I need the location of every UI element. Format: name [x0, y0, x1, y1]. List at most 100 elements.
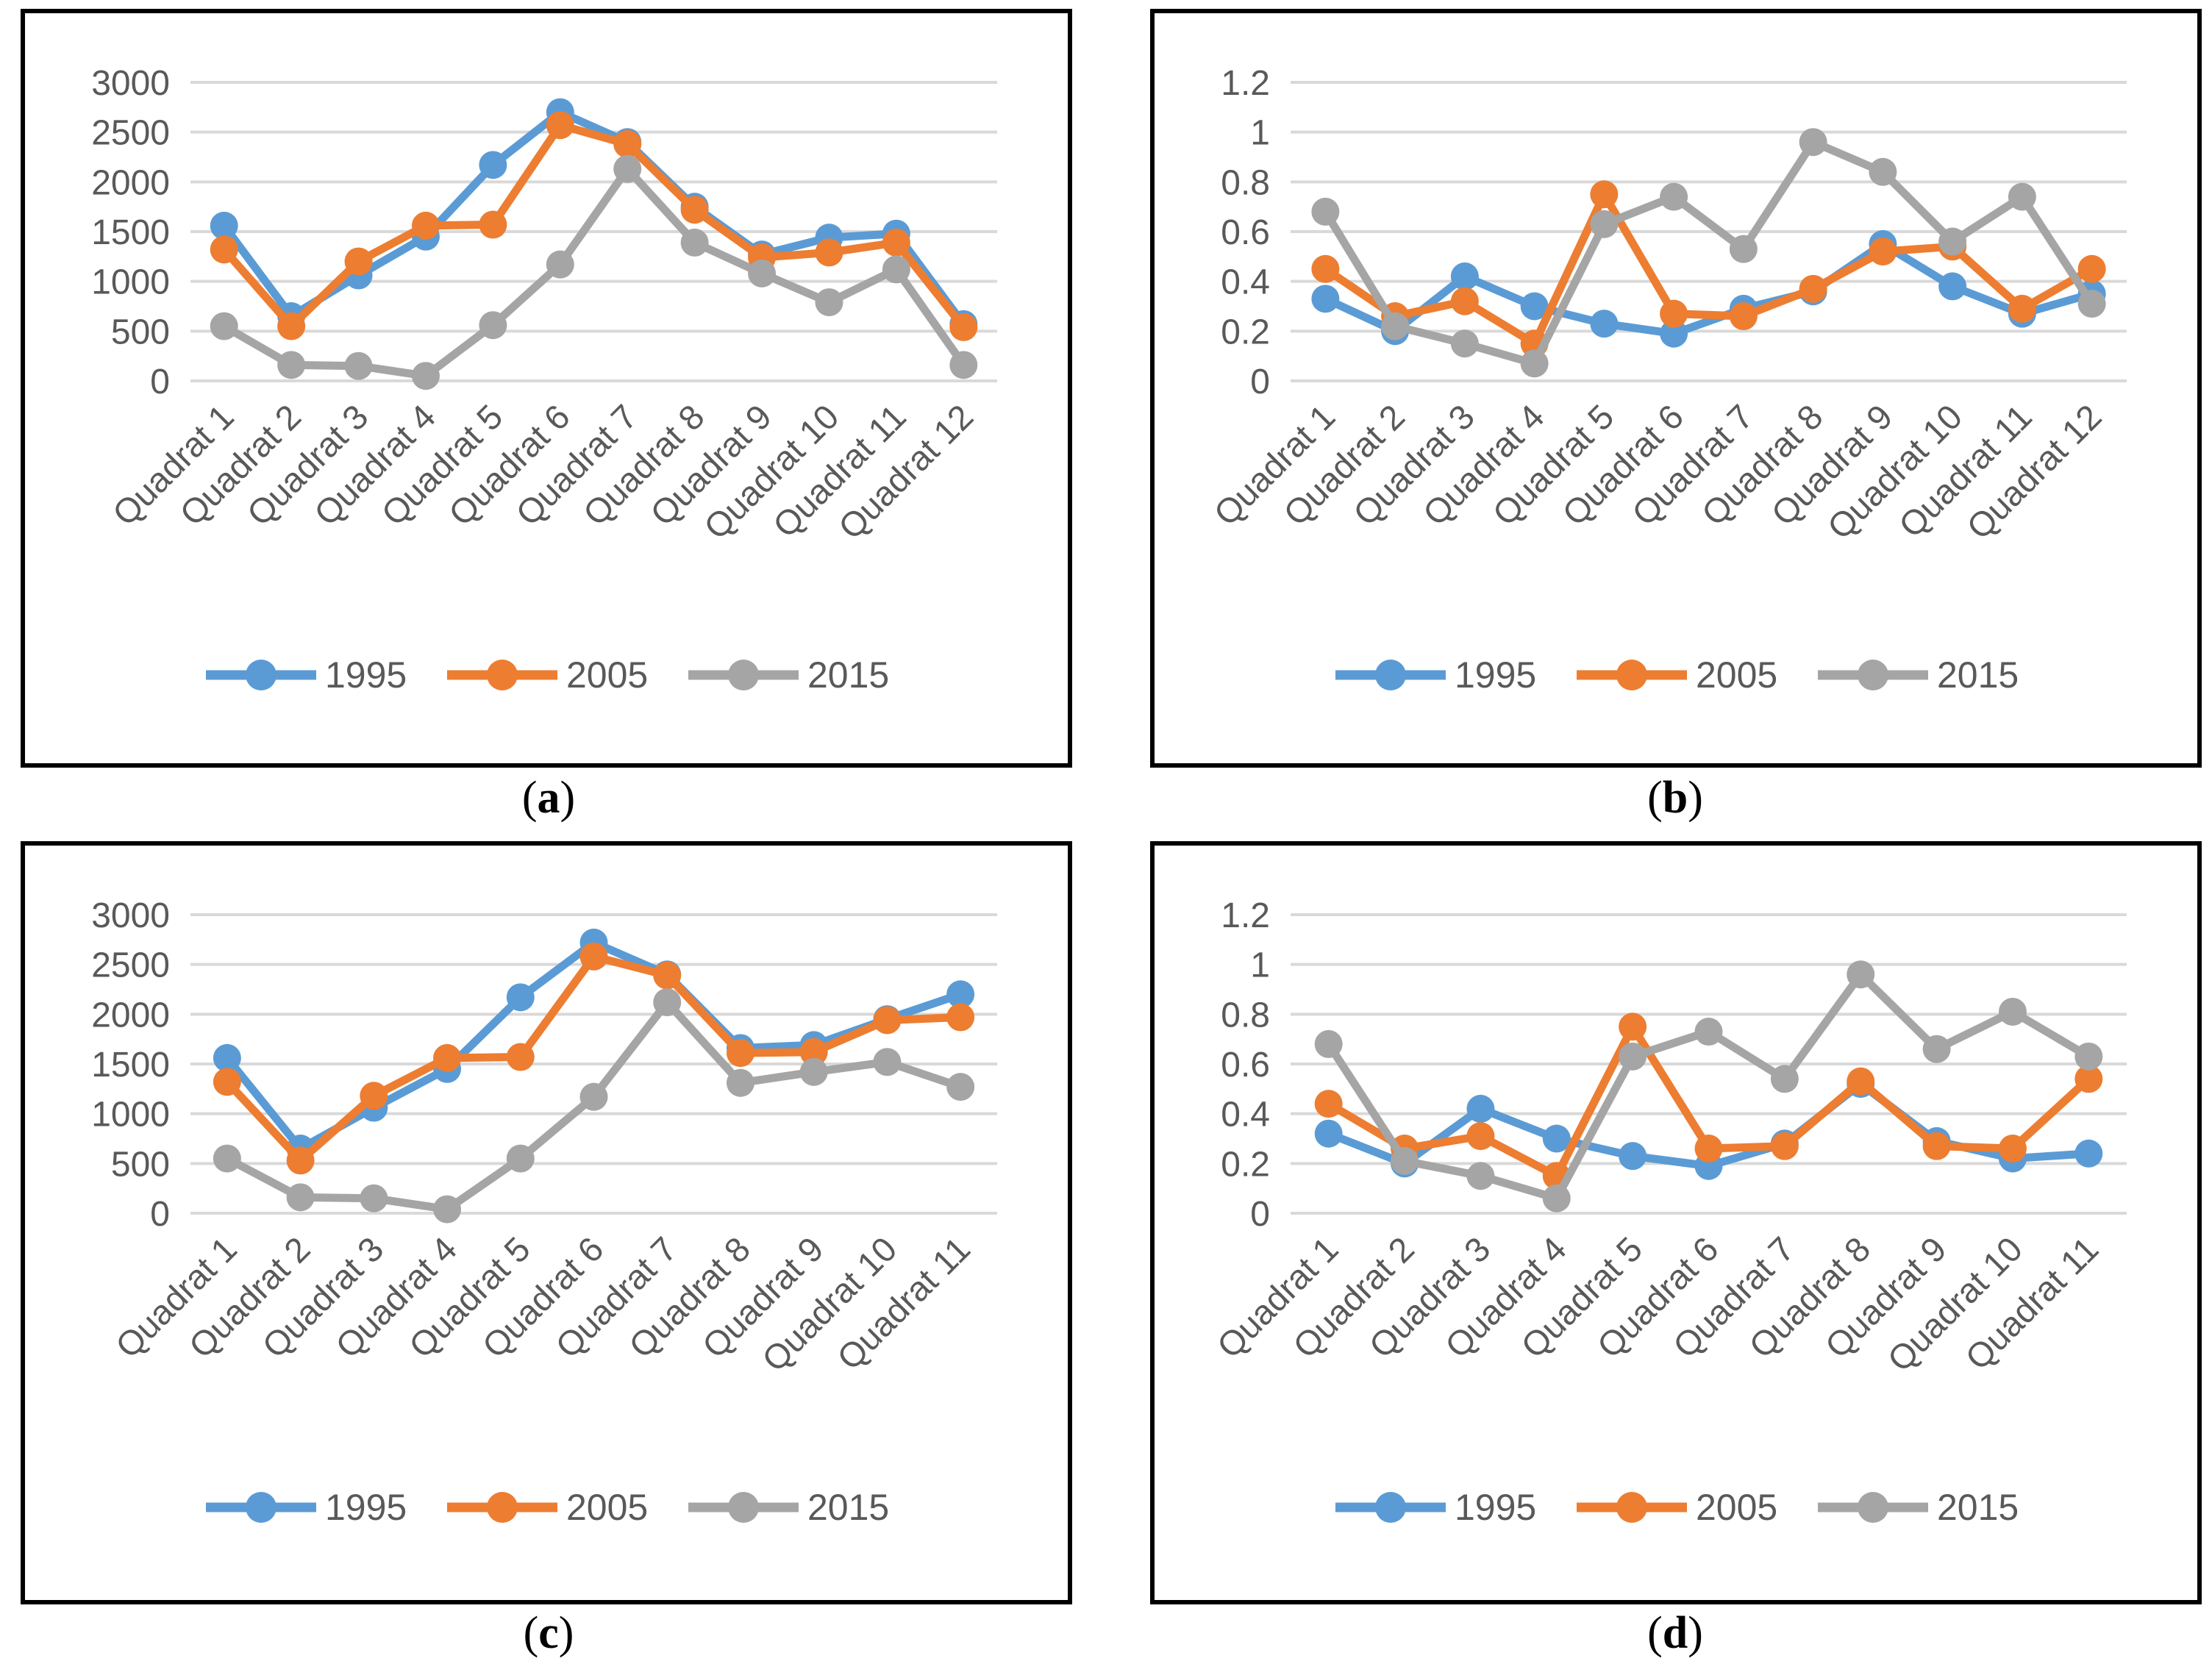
data-point-2005-quadrat-5 [1590, 180, 1619, 209]
legend-marker-1995 [1375, 1492, 1406, 1523]
data-point-2015-quadrat-5 [479, 311, 507, 340]
data-point-2005-quadrat-3 [344, 247, 373, 276]
legend-item-2005: 2005 [447, 1487, 648, 1528]
data-point-2015-quadrat-2 [1381, 312, 1410, 340]
data-point-2005-quadrat-10 [1998, 1135, 2027, 1163]
data-point-1995-quadrat-5 [1619, 1142, 1647, 1171]
data-point-2015-quadrat-1 [1311, 197, 1340, 226]
legend-marker-2015 [728, 1492, 759, 1523]
series-2005-d [1314, 1013, 2103, 1190]
legend-marker-1995 [246, 1492, 276, 1523]
data-point-1995-quadrat-1 [210, 211, 238, 240]
y-tick-label: 0 [1250, 362, 1270, 401]
data-point-2015-quadrat-3 [1450, 329, 1479, 358]
series-line-2005 [223, 952, 965, 1165]
gridlines-a [190, 81, 997, 382]
y-tick-label: 0 [1250, 1195, 1270, 1234]
series-2015-a [210, 154, 978, 390]
legend-item-2005: 2005 [1577, 654, 1777, 696]
legend-label-2015: 2015 [1937, 1487, 2019, 1528]
y-tick-label: 1500 [91, 1046, 170, 1085]
data-point-2015-quadrat-5 [1590, 210, 1619, 238]
data-point-2015-quadrat-5 [1619, 1042, 1647, 1071]
y-tick-label: 0.2 [1221, 1145, 1270, 1184]
data-point-2005-quadrat-4 [433, 1043, 462, 1072]
legend-label-2015: 2015 [807, 1487, 889, 1528]
legend-label-1995: 1995 [325, 1487, 407, 1528]
data-point-2005-quadrat-7 [613, 129, 642, 158]
y-tick-label: 1 [1250, 114, 1270, 153]
data-point-2015-quadrat-5 [506, 1144, 535, 1173]
series-line-2005 [220, 121, 968, 332]
data-point-2005-quadrat-12 [2077, 254, 2106, 283]
data-point-2015-quadrat-10 [1938, 227, 1967, 256]
data-point-2015-quadrat-6 [1660, 182, 1688, 211]
data-point-2015-quadrat-1 [210, 312, 238, 340]
legend-d: 1995 2005 2015 [1335, 1487, 2019, 1528]
y-axis-tick-labels-b: 1.2 1 0.8 0.6 0.4 0.2 0 [1221, 64, 1270, 401]
data-point-2005-quadrat-5 [506, 1043, 535, 1071]
legend-b: 1995 2005 2015 [1335, 654, 2019, 696]
y-tick-label: 0 [150, 362, 170, 401]
data-point-2015-quadrat-3 [344, 351, 373, 380]
chart-panel-b: 1.2 1 0.8 0.6 0.4 0.2 0 Quadrat 1 Quadrat 2 Quadr… [1150, 9, 2202, 768]
y-tick-label: 2000 [91, 996, 170, 1035]
data-point-2015-quadrat-1 [1314, 1029, 1343, 1058]
data-point-2015-quadrat-9 [748, 259, 777, 288]
y-tick-label: 1500 [91, 213, 170, 252]
chart-panel-d: 1.2 1 0.8 0.6 0.4 0.2 0 Quadrat 1 Quadrat 2 Quadr… [1150, 841, 2202, 1604]
legend-label-2005: 2005 [566, 1487, 648, 1528]
data-point-1995-quadrat-5 [479, 151, 507, 179]
legend-label-2005: 2005 [566, 654, 648, 696]
data-point-2015-quadrat-7 [653, 988, 682, 1017]
y-tick-label: 0.4 [1221, 1096, 1270, 1135]
chart-panel-a: 3000 2500 2000 1500 1000 500 0 Quadrat 1 Quadrat… [21, 9, 1072, 768]
data-point-1995-quadrat-3 [1450, 262, 1479, 290]
caption-a: (a) [521, 773, 576, 823]
data-point-2005-quadrat-9 [1922, 1132, 1951, 1160]
data-point-2005-quadrat-6 [546, 111, 574, 140]
series-line-2015 [220, 165, 968, 380]
y-tick-label: 2500 [91, 114, 170, 153]
data-point-2005-quadrat-9 [799, 1038, 828, 1066]
data-point-2015-quadrat-8 [1799, 128, 1827, 157]
legend-item-1995: 1995 [1335, 654, 1536, 696]
data-point-2005-quadrat-11 [2008, 294, 2036, 323]
data-point-1995-quadrat-10 [1938, 272, 1967, 301]
legend-item-1995: 1995 [206, 654, 407, 696]
legend-item-2015: 2015 [688, 654, 889, 696]
data-point-2015-quadrat-7 [613, 154, 642, 183]
y-tick-label: 3000 [91, 64, 170, 103]
data-point-2015-quadrat-4 [1542, 1184, 1571, 1212]
data-point-2005-quadrat-9 [1869, 238, 1897, 266]
series-line-1995 [1321, 240, 2097, 338]
data-point-2015-quadrat-7 [1770, 1065, 1799, 1093]
y-tick-label: 0 [150, 1195, 170, 1234]
series-2005-a [210, 111, 978, 341]
series-2015-c [213, 988, 975, 1224]
data-point-2015-quadrat-4 [411, 362, 440, 390]
data-point-2015-quadrat-6 [1694, 1018, 1723, 1046]
legend-marker-2005 [487, 1492, 518, 1523]
data-point-1995-quadrat-11 [946, 980, 975, 1009]
data-point-2015-quadrat-10 [815, 288, 843, 317]
legend-marker-2015 [728, 660, 759, 690]
legend-item-2015: 2015 [688, 1487, 889, 1528]
data-point-1995-quadrat-4 [1520, 292, 1549, 321]
legend-marker-2015 [1858, 660, 1888, 690]
series-2005-c [213, 942, 975, 1175]
data-point-2015-quadrat-11 [946, 1073, 975, 1101]
data-point-2005-quadrat-3 [1466, 1122, 1495, 1151]
y-axis-tick-labels-c: 3000 2500 2000 1500 1000 500 0 [91, 896, 170, 1234]
data-point-2015-quadrat-11 [2008, 182, 2036, 211]
y-tick-label: 0.8 [1221, 996, 1270, 1035]
legend-item-1995: 1995 [206, 1487, 407, 1528]
data-point-2015-quadrat-8 [726, 1068, 754, 1097]
data-point-2015-quadrat-4 [1520, 349, 1549, 378]
legend-marker-1995 [1375, 660, 1406, 690]
data-point-1995-quadrat-5 [1590, 310, 1619, 338]
data-point-2015-quadrat-12 [949, 351, 978, 379]
